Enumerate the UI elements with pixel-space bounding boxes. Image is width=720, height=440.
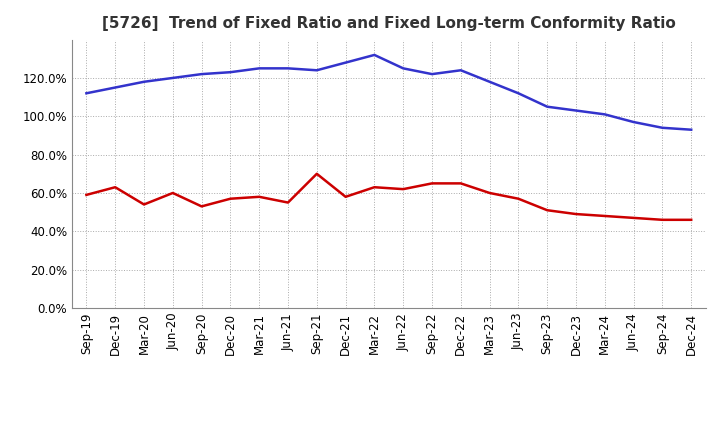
Fixed Ratio: [284, 66, 292, 71]
Fixed Long-term Conformity Ratio: [428, 181, 436, 186]
Fixed Long-term Conformity Ratio: [197, 204, 206, 209]
Fixed Ratio: [255, 66, 264, 71]
Fixed Long-term Conformity Ratio: [687, 217, 696, 223]
Fixed Ratio: [456, 68, 465, 73]
Fixed Long-term Conformity Ratio: [543, 208, 552, 213]
Line: Fixed Long-term Conformity Ratio: Fixed Long-term Conformity Ratio: [86, 174, 691, 220]
Fixed Long-term Conformity Ratio: [111, 185, 120, 190]
Fixed Ratio: [140, 79, 148, 84]
Fixed Ratio: [514, 91, 523, 96]
Fixed Ratio: [687, 127, 696, 132]
Line: Fixed Ratio: Fixed Ratio: [86, 55, 691, 130]
Fixed Long-term Conformity Ratio: [140, 202, 148, 207]
Fixed Ratio: [543, 104, 552, 109]
Fixed Ratio: [197, 71, 206, 77]
Fixed Long-term Conformity Ratio: [456, 181, 465, 186]
Title: [5726]  Trend of Fixed Ratio and Fixed Long-term Conformity Ratio: [5726] Trend of Fixed Ratio and Fixed Lo…: [102, 16, 675, 32]
Fixed Ratio: [312, 68, 321, 73]
Fixed Ratio: [111, 85, 120, 90]
Fixed Long-term Conformity Ratio: [514, 196, 523, 202]
Fixed Ratio: [658, 125, 667, 130]
Fixed Long-term Conformity Ratio: [284, 200, 292, 205]
Fixed Long-term Conformity Ratio: [600, 213, 609, 219]
Fixed Ratio: [600, 112, 609, 117]
Fixed Ratio: [572, 108, 580, 113]
Fixed Ratio: [428, 71, 436, 77]
Fixed Long-term Conformity Ratio: [399, 187, 408, 192]
Fixed Long-term Conformity Ratio: [82, 192, 91, 198]
Fixed Long-term Conformity Ratio: [370, 185, 379, 190]
Fixed Ratio: [370, 52, 379, 58]
Fixed Long-term Conformity Ratio: [226, 196, 235, 202]
Fixed Ratio: [399, 66, 408, 71]
Fixed Long-term Conformity Ratio: [485, 191, 494, 196]
Fixed Long-term Conformity Ratio: [572, 211, 580, 216]
Fixed Ratio: [168, 75, 177, 81]
Fixed Ratio: [226, 70, 235, 75]
Fixed Long-term Conformity Ratio: [255, 194, 264, 199]
Fixed Ratio: [82, 91, 91, 96]
Fixed Ratio: [485, 79, 494, 84]
Fixed Long-term Conformity Ratio: [658, 217, 667, 223]
Fixed Long-term Conformity Ratio: [629, 215, 638, 220]
Fixed Ratio: [341, 60, 350, 65]
Fixed Long-term Conformity Ratio: [168, 191, 177, 196]
Fixed Long-term Conformity Ratio: [341, 194, 350, 199]
Fixed Ratio: [629, 119, 638, 125]
Fixed Long-term Conformity Ratio: [312, 171, 321, 176]
